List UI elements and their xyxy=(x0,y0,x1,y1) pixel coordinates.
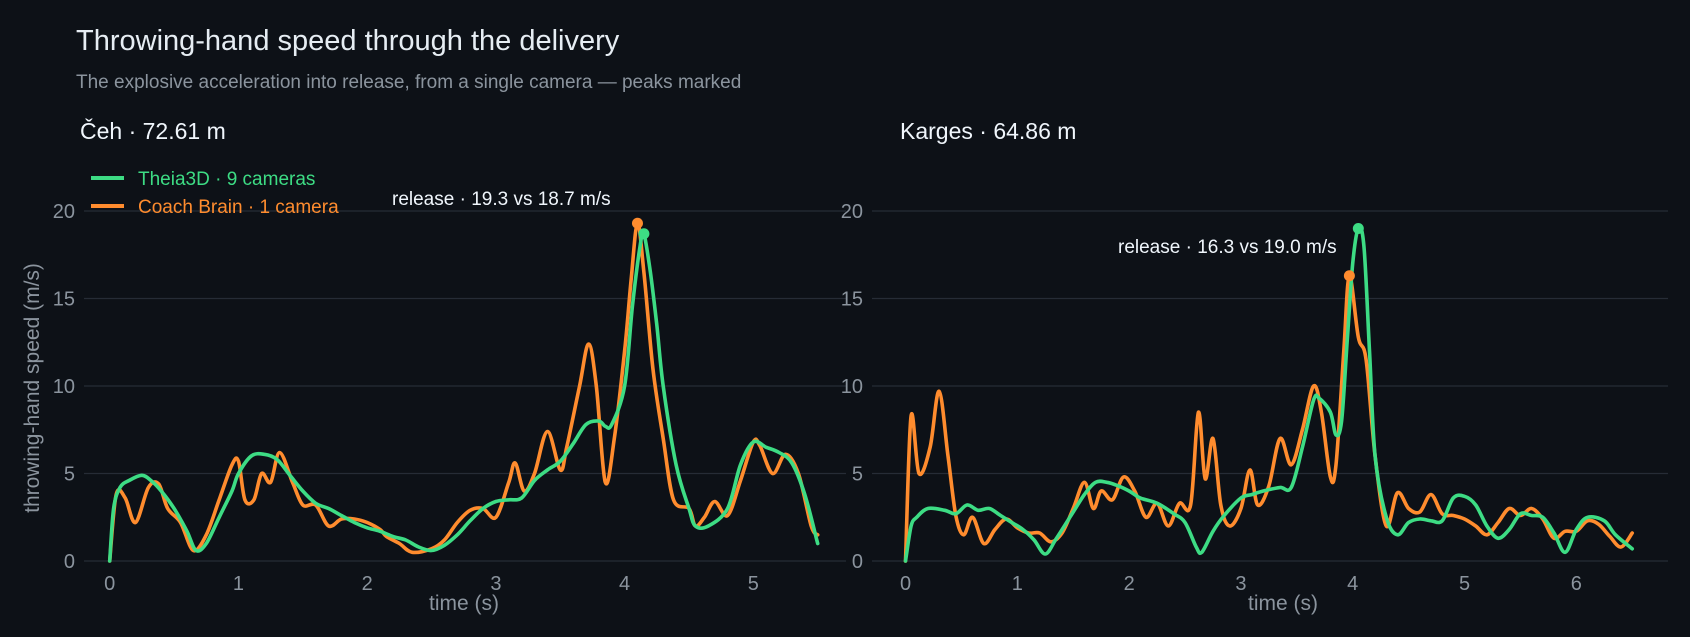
y-tick-label: 0 xyxy=(852,551,863,573)
peak-marker-theia xyxy=(638,228,650,240)
x-axis-label: time (s) xyxy=(429,592,499,615)
legend-label-theia: Theia3D · 9 cameras xyxy=(138,169,315,190)
figure-subtitle: The explosive acceleration into release,… xyxy=(76,72,741,93)
x-tick-label: 5 xyxy=(1459,573,1470,595)
release-annotation: release · 19.3 vs 18.7 m/s xyxy=(392,189,611,210)
series-line-theia xyxy=(903,225,1634,563)
x-tick-label: 1 xyxy=(1012,573,1023,595)
x-tick-label: 4 xyxy=(1347,573,1358,595)
figure-title: Throwing-hand speed through the delivery xyxy=(76,25,620,57)
y-tick-label: 5 xyxy=(852,464,863,486)
y-tick-label: 15 xyxy=(841,289,863,311)
legend-label-coach: Coach Brain · 1 camera xyxy=(138,197,339,218)
y-tick-label: 20 xyxy=(841,201,863,223)
x-tick-label: 3 xyxy=(490,573,501,595)
y-tick-label: 10 xyxy=(841,376,863,398)
panel-title: Čeh · 72.61 m xyxy=(80,117,226,144)
peak-marker-theia xyxy=(1352,223,1364,234)
x-tick-label: 4 xyxy=(619,573,630,595)
y-axis-label: throwing-hand speed (m/s) xyxy=(21,263,44,513)
x-tick-label: 2 xyxy=(362,573,373,595)
y-tick-label: 0 xyxy=(64,551,75,573)
x-tick-label: 6 xyxy=(1571,573,1582,595)
release-annotation: release · 16.3 vs 19.0 m/s xyxy=(1118,237,1337,258)
y-tick-label: 15 xyxy=(53,289,75,311)
peak-marker-coach xyxy=(1343,270,1355,282)
x-axis-label: time (s) xyxy=(1248,592,1318,615)
y-tick-label: 10 xyxy=(53,376,75,398)
x-tick-label: 5 xyxy=(748,573,759,595)
x-tick-label: 0 xyxy=(104,573,115,595)
x-tick-label: 3 xyxy=(1235,573,1246,595)
panel-ceh: Čeh · 72.61 m 0 5 10 15 20 0 1 2 3 4 5 time (s) th… xyxy=(21,117,846,615)
x-tick-label: 0 xyxy=(900,573,911,595)
legend: Theia3D · 9 cameras Coach Brain · 1 came… xyxy=(91,169,339,218)
panel-karges: Karges · 64.86 m 0 5 10 15 20 0 1 2 3 4 5 6 time (s… xyxy=(841,118,1668,615)
series-line-theia xyxy=(107,230,820,563)
y-tick-label: 5 xyxy=(64,464,75,486)
peak-marker-coach xyxy=(631,217,643,229)
x-tick-label: 2 xyxy=(1124,573,1135,595)
panel-title: Karges · 64.86 m xyxy=(900,118,1076,144)
x-tick-label: 1 xyxy=(233,573,244,595)
y-tick-label: 20 xyxy=(53,201,75,223)
